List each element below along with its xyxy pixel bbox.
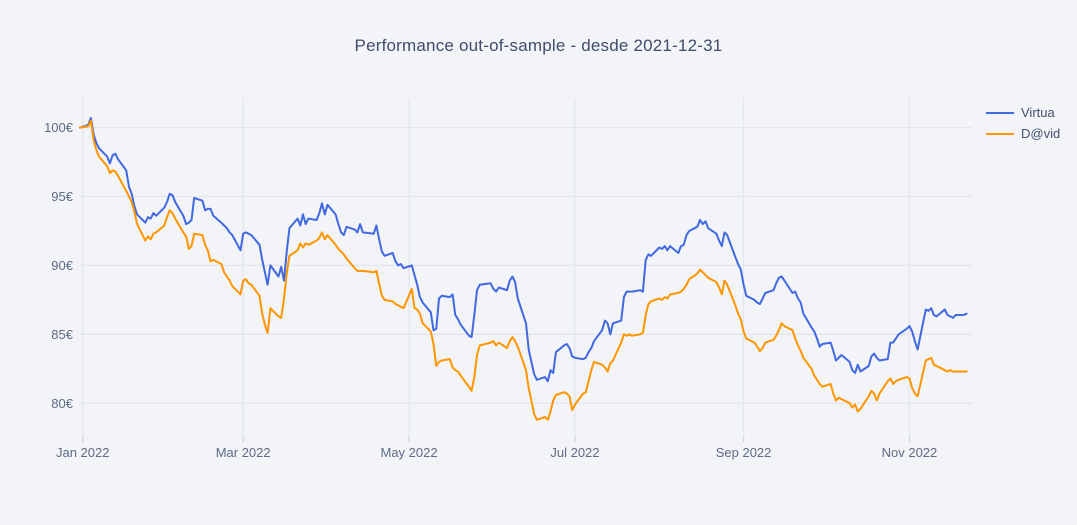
y-tick-label: 95€ <box>51 189 73 204</box>
y-tick-label: 90€ <box>51 258 73 273</box>
x-tick-label: Sep 2022 <box>716 445 772 460</box>
series-line-virtua[interactable] <box>79 117 968 383</box>
legend-line-swatch <box>986 132 1014 135</box>
y-tick-label: 100€ <box>44 120 74 135</box>
legend-item-virtua[interactable]: Virtua <box>986 103 1060 122</box>
series-line-dvid[interactable] <box>79 119 968 421</box>
x-tick-label: Nov 2022 <box>882 445 938 460</box>
chart-title: Performance out-of-sample - desde 2021-1… <box>354 36 723 55</box>
legend-label: D@vid <box>1021 126 1061 141</box>
legend-item-dvid[interactable]: D@vid <box>986 124 1060 143</box>
legend-line-swatch <box>986 111 1014 114</box>
y-tick-label: 80€ <box>51 396 73 411</box>
x-tick-label: Jul 2022 <box>550 445 599 460</box>
y-tick-label: 85€ <box>51 327 73 342</box>
chart-legend: Virtua D@vid <box>986 103 1060 143</box>
x-tick-label: May 2022 <box>381 445 438 460</box>
x-tick-label: Mar 2022 <box>216 445 271 460</box>
x-tick-label: Jan 2022 <box>56 445 110 460</box>
legend-label: Virtua <box>1021 105 1055 120</box>
